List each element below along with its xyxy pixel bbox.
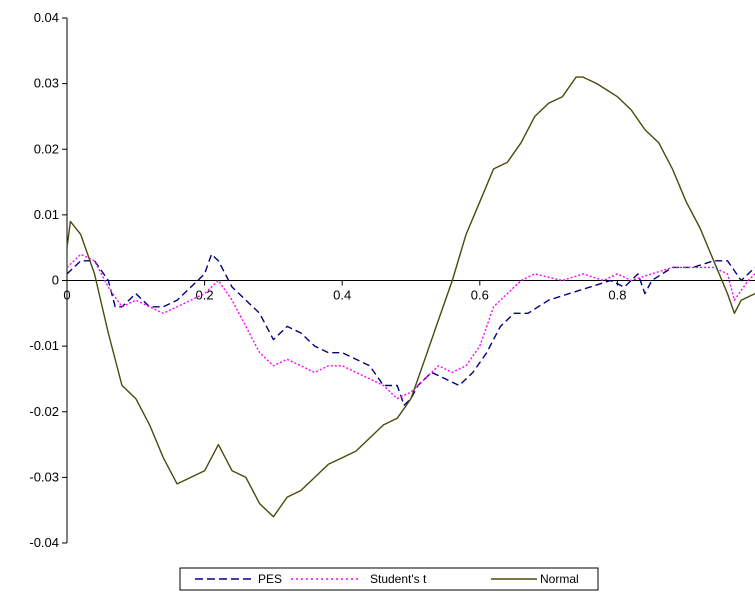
series-line-normal (66, 76, 755, 518)
legend-label-pes: PES (258, 572, 282, 586)
y-tick-label: 0.01 (34, 207, 59, 222)
x-tick-label: 0.4 (333, 288, 351, 303)
legend-box (179, 567, 599, 591)
y-tick-label: 0.03 (34, 76, 59, 91)
y-tick-label: -0.02 (29, 404, 59, 419)
legend: PES Student's t Normal (179, 567, 599, 591)
x-tick-label: 0.6 (471, 288, 489, 303)
y-tick-label: 0.02 (34, 141, 59, 156)
y-axis: 0.04 0.03 0.02 0.01 0 -0.01 -0.02 -0.03 -0.04 (29, 10, 67, 550)
y-tick-label: 0.04 (34, 10, 59, 25)
series-line-pes (66, 253, 755, 406)
legend-label-students-t: Student's t (370, 572, 427, 586)
y-tick-label: -0.03 (29, 469, 59, 484)
y-tick-label: -0.01 (29, 338, 59, 353)
y-tick-label: 0 (52, 273, 59, 288)
legend-label-normal: Normal (540, 572, 579, 586)
series-line-student-s-t (66, 253, 755, 400)
x-tick-label: 0.8 (608, 288, 626, 303)
x-tick-label: 0.2 (196, 288, 214, 303)
x-axis: 00.20.40.60.8 (63, 280, 626, 303)
series-lines (66, 76, 755, 518)
y-tick-label: -0.04 (29, 535, 59, 550)
